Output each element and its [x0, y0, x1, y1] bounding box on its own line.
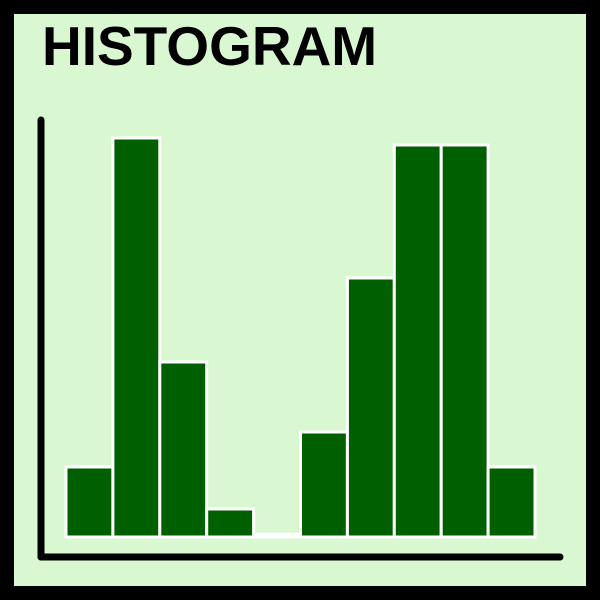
- histogram-bar-3: [158, 360, 209, 539]
- histogram-bar-9: [439, 143, 490, 539]
- bars-group: [64, 136, 537, 539]
- histogram-bar-10: [486, 465, 537, 539]
- histogram-bar-1: [64, 465, 115, 539]
- histogram-bar-6: [299, 430, 349, 539]
- histogram-bar-7: [345, 276, 396, 539]
- histogram-bar-4: [205, 507, 256, 539]
- histogram-bar-8: [392, 143, 443, 539]
- chart-title: HISTOGRAM: [42, 15, 378, 77]
- histogram-bar-5: [252, 532, 303, 539]
- histogram-bar-2: [111, 136, 162, 539]
